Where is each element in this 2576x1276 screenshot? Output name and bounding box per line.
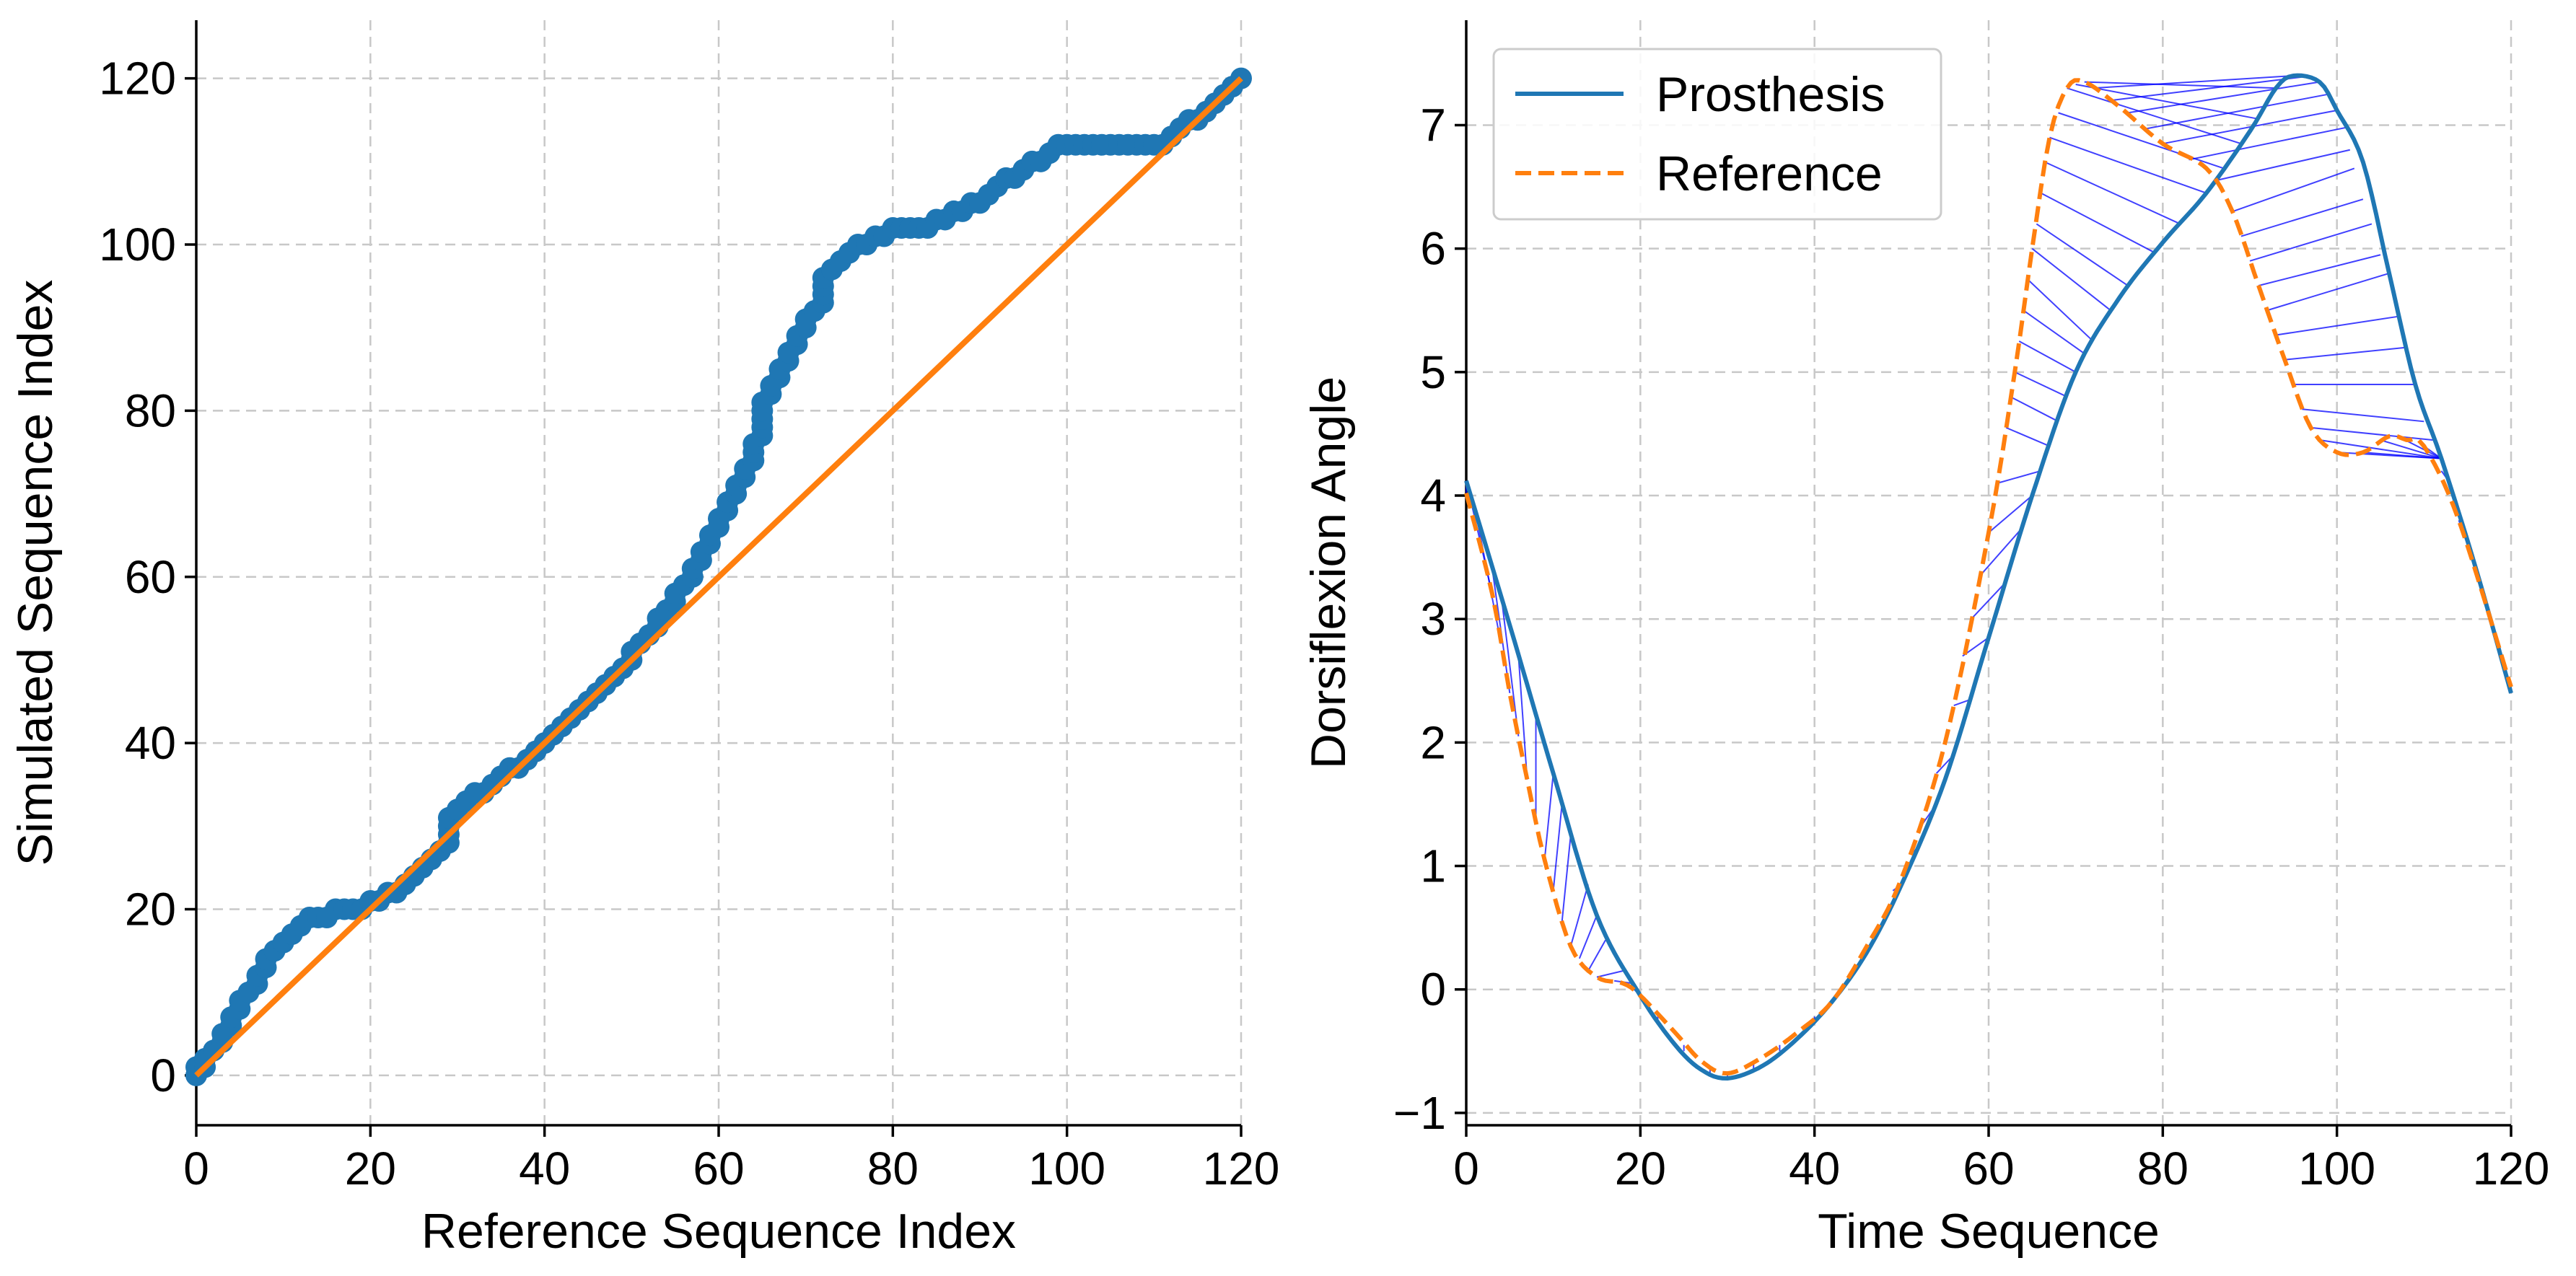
x-tick-label: 40 [519,1143,570,1194]
dtw-alignment-line [1979,526,2025,576]
dtw-alignment-line [2145,93,2329,130]
dtw-alignment-line [2249,223,2373,262]
dtw-alignment-line [1997,470,2041,484]
y-tick-label: −1 [1393,1087,1446,1139]
x-tick-label: 40 [1789,1143,1840,1194]
dtw-alignment-line [2232,167,2355,213]
x-tick-label: 120 [1203,1143,1280,1194]
dtw-alignment-line [2276,315,2398,336]
y-tick-label: 20 [125,884,176,936]
y-tick-label: 1 [1420,840,1446,892]
diagonal-reference-line [194,76,1243,1078]
y-tick-label: 60 [125,551,176,603]
y-tick-label: 4 [1420,470,1446,522]
y-tick-label: 40 [125,717,176,769]
y-tick-label: 80 [125,384,176,436]
dtw-warping-path-chart: 0 20 40 60 80 100 120 0 20 40 60 80 100 120 Reference … [8,20,1279,1259]
dtw-alignment-line [1569,884,1589,947]
dtw-alignment-line [2058,112,2225,170]
dtw-alignment-line [1578,915,1598,959]
dtw-alignment-line [2310,426,2433,441]
x-tick-label: 20 [345,1143,396,1194]
y-tick-label: 100 [99,219,176,270]
y-tick-label: 5 [1420,346,1446,398]
dtw-alignment-line [2163,109,2337,145]
dtw-alignment-line [2084,81,2277,89]
x-tick-label: 60 [1963,1143,2014,1194]
dtw-alignment-line [2319,439,2442,459]
y-tick-label: 3 [1420,593,1446,645]
dtw-alignment-line [2049,136,2207,194]
legend: Prosthesis Reference [1492,48,1942,221]
dtw-alignment-line [2240,198,2364,237]
y-tick-label: 7 [1420,99,1446,151]
x-tick-label: 100 [2298,1143,2375,1194]
x-tick-label: 0 [1453,1143,1479,1194]
legend-label-reference: Reference [1656,146,1883,201]
dtw-alignment-line [1500,594,1520,736]
dtw-alignment-line [2027,278,2094,342]
y-tick-label: 0 [150,1050,176,1101]
dtw-alignment-line [2284,346,2407,361]
x-tick-label: 80 [2137,1143,2189,1194]
dtw-alignment-line [1543,773,1554,861]
dtw-alignment-line [2023,309,2085,354]
y-axis-label: Dorsiflexion Angle [1301,377,1356,769]
dtw-alignment-line [2045,161,2181,225]
dtw-alignment-line [2362,452,2442,459]
y-tick-label: 2 [1420,716,1446,768]
dtw-alignment-line [2075,84,2259,120]
dtw-alignment-line [2093,75,2294,89]
x-axis-label: Reference Sequence Index [421,1204,1016,1259]
dtw-alignment-line [1561,835,1572,922]
x-axis-label: Time Sequence [1818,1204,2160,1259]
dtw-alignment-line [2214,149,2350,182]
reference-series-line [1464,78,2513,1076]
dtw-alignment-line [2266,272,2390,312]
dtw-alignment-line [2036,223,2129,286]
dtw-alignment-line [2380,439,2442,459]
x-tick-label: 80 [867,1143,919,1194]
dtw-alignment-line [1517,656,1528,780]
dtw-alignment-line [1552,804,1563,891]
x-tick-label: 20 [1615,1143,1666,1194]
y-tick-label: 120 [99,53,176,105]
x-tick-label: 0 [183,1143,209,1194]
dtw-alignment-line [2302,408,2424,423]
dtw-alignment-line [2014,371,2068,397]
dtw-alignment-line [1988,495,2033,534]
legend-label-prosthesis: Prosthesis [1656,67,1885,122]
y-axis-label: Simulated Sequence Index [8,280,63,866]
y-tick-label: 0 [1420,964,1446,1016]
x-tick-label: 120 [2473,1143,2550,1194]
dtw-alignment-line [1587,939,1606,972]
dtw-alignment-line [2127,81,2320,114]
dtw-alignment-line [2040,192,2155,253]
dtw-alignment-line [1596,970,1624,978]
dtw-alignment-line [2189,126,2346,161]
dtw-alignment-line [2018,340,2077,373]
dtw-alignment-line [2010,396,2059,423]
x-tick-label: 100 [1028,1143,1105,1194]
dtw-alignment-line [1971,581,2007,620]
dtw-alignment-line [2005,426,2050,447]
dtw-alignment-line [2258,254,2381,286]
dtw-alignment-line [2031,247,2111,312]
y-tick-label: 6 [1420,223,1446,275]
dtw-alignment-line [2110,76,2303,102]
x-tick-label: 60 [693,1143,744,1194]
